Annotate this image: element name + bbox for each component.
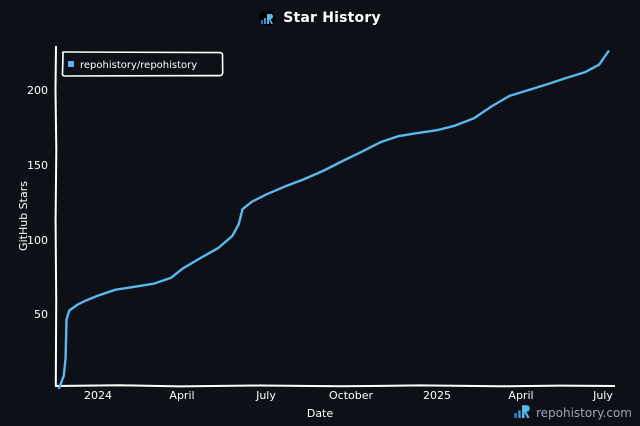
x-tick-july-2025: July — [592, 389, 613, 402]
x-tick-2024: 2024 — [84, 389, 112, 402]
x-tick-2025: 2025 — [423, 389, 451, 402]
watermark: repohistory.com — [514, 403, 632, 422]
repohistory-logo-icon — [514, 403, 530, 422]
chart-header: Star History — [0, 7, 640, 29]
series-line-repohistory — [57, 50, 610, 390]
legend: repohistory/repohistory — [61, 51, 224, 77]
legend-swatch — [68, 61, 74, 67]
repohistory-logo-icon — [259, 10, 276, 26]
y-axis-title: GitHub Stars — [17, 181, 30, 251]
y-tick-labels: 50 100 150 200 — [27, 84, 48, 321]
x-tick-april-2025: April — [508, 389, 533, 402]
x-tick-labels: 2024 April July October 2025 April July — [84, 389, 613, 402]
y-tick-200: 200 — [27, 84, 48, 97]
y-tick-50: 50 — [34, 308, 48, 321]
watermark-text: repohistory.com — [535, 405, 632, 420]
x-tick-july-2024: July — [255, 389, 276, 402]
x-tick-october-2024: October — [329, 389, 373, 402]
x-tick-april-2024: April — [169, 389, 194, 402]
x-axis — [54, 384, 616, 388]
x-axis-title: Date — [307, 407, 334, 420]
y-tick-100: 100 — [27, 234, 48, 247]
y-tick-150: 150 — [27, 159, 48, 172]
legend-box — [61, 51, 224, 77]
legend-label: repohistory/repohistory — [80, 60, 197, 71]
y-axis — [54, 45, 58, 387]
chart-title: Star History — [283, 10, 381, 26]
